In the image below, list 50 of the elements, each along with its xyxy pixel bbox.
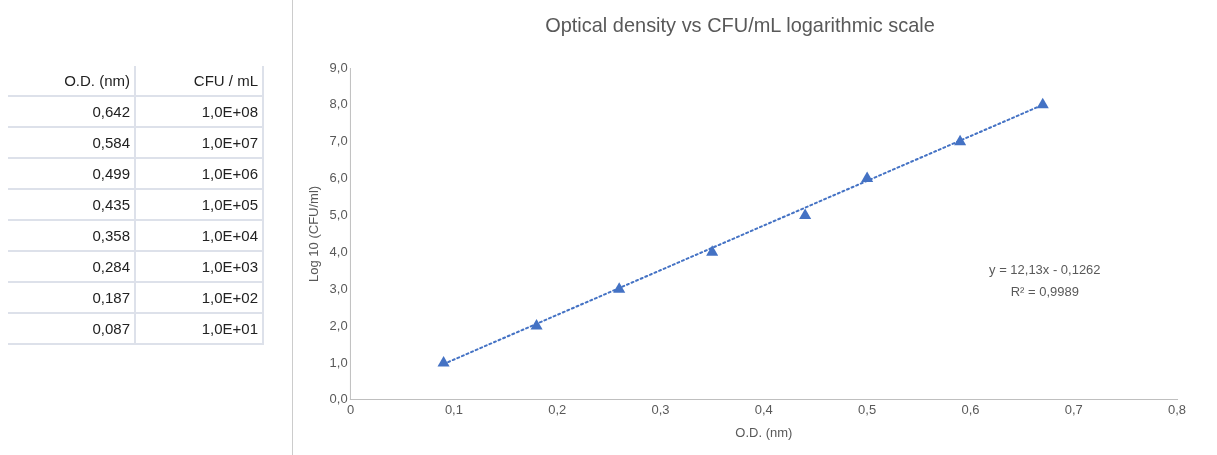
text: 1,0E+02 (135, 282, 263, 313)
text: 1,0E+04 (135, 220, 263, 251)
x-tick-label: 0 (346, 402, 355, 418)
point (530, 319, 543, 330)
y-tick-label: 4,0 (329, 243, 348, 259)
text: 0,584 (8, 127, 135, 158)
text: 0,087 (8, 313, 135, 344)
x-tick-label: 0,1 (444, 402, 463, 418)
text: 1,0E+07 (135, 127, 263, 158)
y-tick-label: 1,0 (329, 354, 348, 370)
text: 1,0E+05 (135, 189, 263, 220)
x-axis-title: O.D. (nm) (735, 424, 793, 440)
text: 0,435 (8, 189, 135, 220)
point (799, 208, 812, 219)
x-tick-label: 0,5 (858, 402, 877, 418)
y-tick-label: 2,0 (329, 317, 348, 333)
x-tick-label: 0,2 (548, 402, 567, 418)
y-tick-label: 7,0 (329, 133, 348, 149)
point (861, 171, 874, 183)
y-axis-title: Log 10 (CFU/ml) (306, 185, 322, 282)
text: 0,358 (8, 220, 135, 251)
text: CFU / mL (135, 66, 263, 96)
x-tick-label: 0,4 (754, 402, 773, 418)
text: 1,0E+01 (135, 313, 263, 344)
text: 0,284 (8, 251, 135, 282)
point (613, 282, 626, 293)
x-tick-label: 0,3 (651, 402, 670, 418)
x-tick-label: 0,6 (961, 402, 980, 418)
y-tick-label: 5,0 (329, 207, 348, 223)
point (954, 134, 967, 146)
y-tick-label: 9,0 (329, 59, 348, 75)
chart-title: Optical density vs CFU/mL logarithmic scale (545, 13, 935, 36)
annotation: R² = 0,9989 (1010, 283, 1079, 299)
y-tick-label: 3,0 (329, 280, 348, 296)
point (1036, 97, 1049, 109)
text: 1,0E+06 (135, 158, 263, 189)
y-tick-label: 0,0 (329, 391, 348, 407)
point (706, 245, 719, 256)
text: 1,0E+03 (135, 251, 263, 282)
point (437, 355, 450, 367)
text: 0,499 (8, 158, 135, 189)
text: 0,187 (8, 282, 135, 313)
y-tick-label: 8,0 (329, 96, 348, 112)
text: O.D. (nm) (8, 66, 135, 96)
x-tick-label: 0,8 (1168, 402, 1187, 418)
x-tick-label: 0,7 (1064, 402, 1083, 418)
text: 0,642 (8, 96, 135, 127)
y-tick-label: 6,0 (329, 170, 348, 186)
annotation: y = 12,13x - 0,1262 (989, 261, 1101, 277)
text: 1,0E+08 (135, 96, 263, 127)
